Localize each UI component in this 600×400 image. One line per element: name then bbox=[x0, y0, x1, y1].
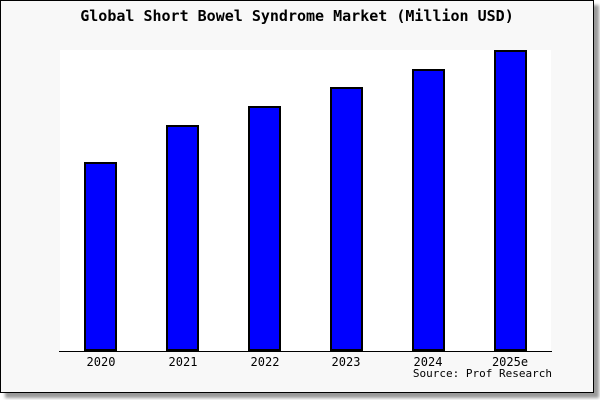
bar-2021 bbox=[166, 125, 199, 351]
plot-area bbox=[60, 50, 551, 351]
chart-card: Global Short Bowel Syndrome Market (Mill… bbox=[0, 0, 594, 393]
source-credit: Source: Prof Research bbox=[412, 367, 552, 380]
bar-2023 bbox=[330, 87, 363, 351]
bar-2022 bbox=[248, 106, 281, 351]
x-axis-tick-label-2020: 2020 bbox=[86, 355, 116, 369]
x-axis-line bbox=[59, 351, 552, 352]
bar-2025e bbox=[494, 50, 527, 351]
x-axis-tick-label-2021: 2021 bbox=[168, 355, 198, 369]
chart-title: Global Short Bowel Syndrome Market (Mill… bbox=[80, 7, 514, 25]
bar-2024 bbox=[412, 69, 445, 351]
x-axis-tick-label-2022: 2022 bbox=[250, 355, 280, 369]
bar-2020 bbox=[84, 162, 117, 351]
x-axis-tick-label-2023: 2023 bbox=[331, 355, 361, 369]
x-axis-tick-label-2025e: 2025e bbox=[491, 355, 529, 369]
x-axis-tick-label-2024: 2024 bbox=[413, 355, 443, 369]
